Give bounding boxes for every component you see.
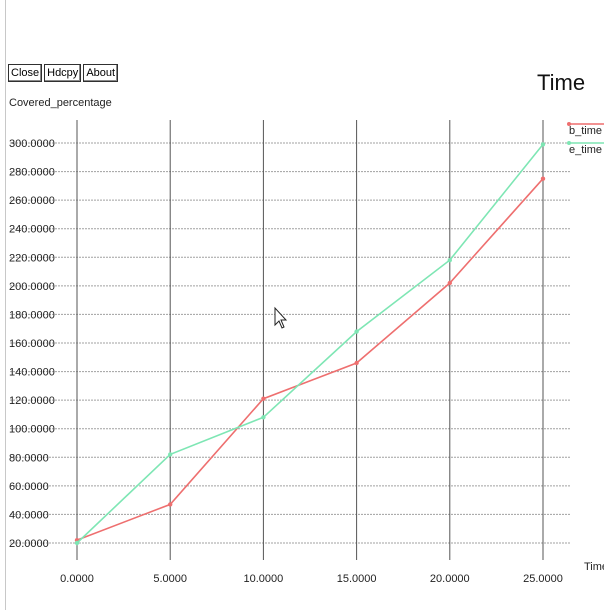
y-tick-label: 200.0000: [9, 281, 55, 293]
y-tick-label: 40.0000: [9, 509, 49, 521]
y-tick-label: 180.0000: [9, 309, 55, 321]
y-tick-label: 260.0000: [9, 195, 55, 207]
data-point: [261, 396, 266, 401]
y-tick-label: 100.0000: [9, 424, 55, 436]
y-tick-label: 20.0000: [9, 538, 49, 550]
data-point: [540, 142, 546, 147]
data-point: [447, 280, 452, 286]
legend-marker: [567, 141, 571, 145]
hardcopy-button[interactable]: Hdcpy: [44, 64, 82, 82]
y-tick-label: 140.0000: [9, 367, 55, 379]
toolbar: Close Hdcpy About: [8, 64, 119, 82]
y-tick-label: 300.0000: [9, 138, 55, 150]
about-button[interactable]: About: [83, 64, 119, 82]
y-tick-label: 280.0000: [9, 167, 55, 179]
data-point: [168, 452, 173, 457]
grid: [10, 120, 570, 560]
window-left-border: [5, 0, 6, 610]
y-tick-label: 120.0000: [9, 395, 55, 407]
legend-marker: [567, 122, 571, 126]
x-axis-label: Time: [584, 561, 604, 573]
y-tick-label: 80.0000: [9, 452, 49, 464]
data-point: [540, 176, 546, 181]
data-point: [354, 360, 359, 366]
series-line: [76, 143, 544, 544]
close-button[interactable]: Close: [8, 64, 43, 82]
series-line: [76, 178, 544, 541]
y-tick-label: 240.0000: [9, 224, 55, 236]
x-tick-label: 10.0000: [244, 573, 284, 585]
legend-entry: e_time: [569, 144, 602, 156]
data-point: [261, 415, 266, 420]
data-point: [354, 329, 359, 334]
y-axis-label: Covered_percentage: [9, 97, 112, 109]
y-tick-label: 60.0000: [9, 481, 49, 493]
data-point: [74, 540, 80, 546]
series-lines: [74, 142, 546, 546]
series-b-time: [74, 176, 546, 543]
legend-entry: b_time: [569, 125, 602, 137]
x-tick-label: 0.0000: [60, 573, 94, 585]
y-tick-label: 220.0000: [9, 252, 55, 264]
data-point: [168, 502, 173, 507]
legend: b_time e_time: [567, 122, 604, 156]
chart-title: Time: [537, 70, 585, 95]
y-tick-label: 160.0000: [9, 338, 55, 350]
x-tick-label: 5.0000: [153, 573, 187, 585]
tick-labels: 20.0000 40.0000 60.0000 80.0000 100.0000 120.…: [9, 138, 563, 585]
x-tick-label: 25.0000: [523, 573, 563, 585]
x-tick-label: 20.0000: [430, 573, 470, 585]
data-point: [447, 257, 452, 263]
series-e-time: [74, 142, 546, 546]
x-tick-label: 15.0000: [337, 573, 377, 585]
mouse-cursor-icon: [274, 306, 288, 329]
